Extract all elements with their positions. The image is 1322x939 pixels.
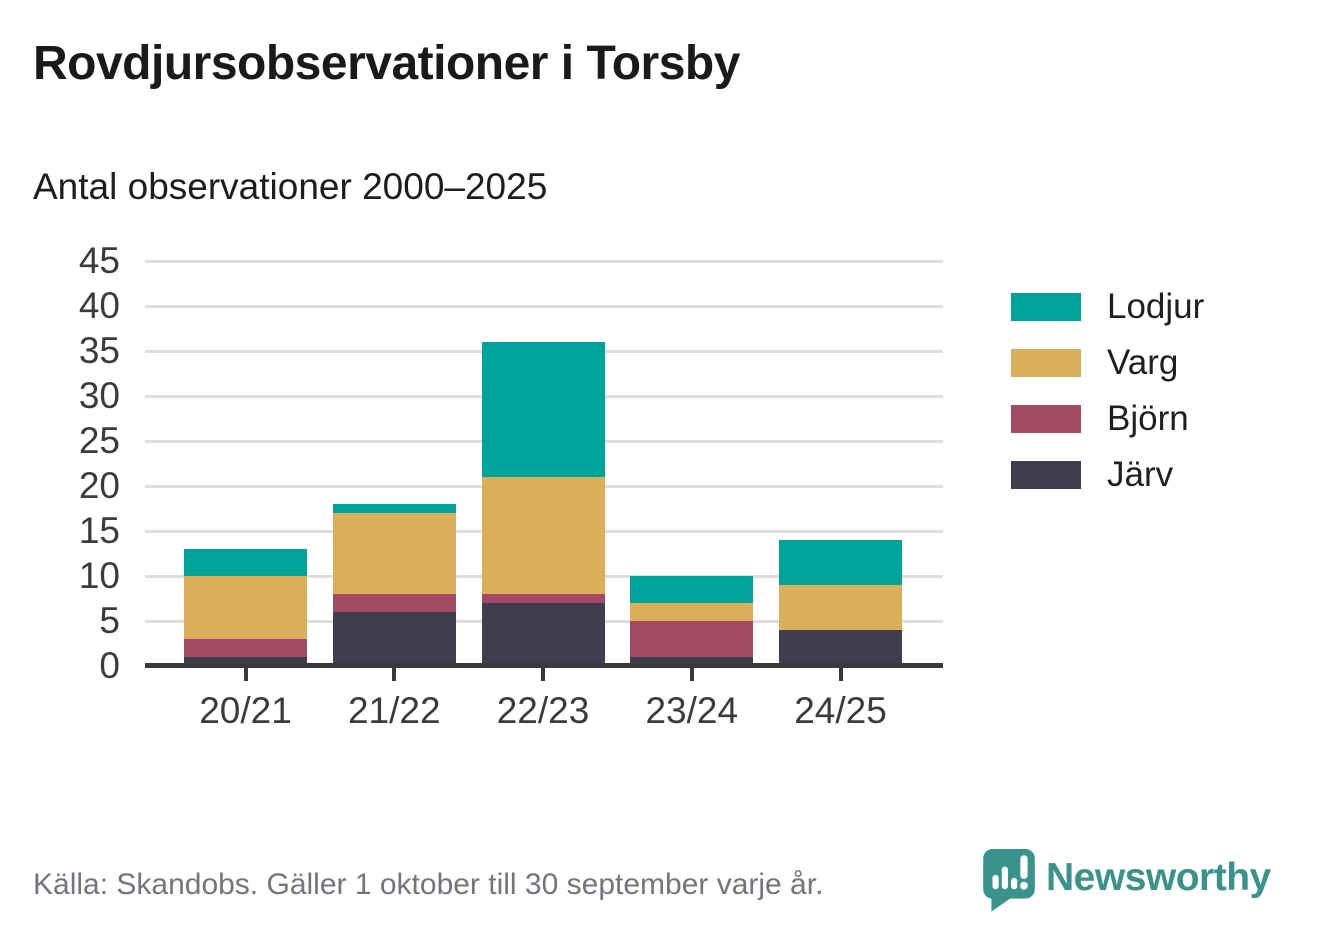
y-axis-tick-label: 30 [78, 375, 120, 416]
x-axis-line [145, 663, 943, 668]
bar-segment-Björn-20/21 [184, 639, 307, 657]
bar-segment-Björn-22/23 [481, 594, 605, 603]
legend-item-Varg: Varg [1011, 343, 1204, 382]
bar-segment-Lodjur-20/21 [184, 549, 307, 576]
x-axis-category-label: 21/22 [347, 690, 441, 731]
legend-swatch-Lodjur [1011, 293, 1081, 321]
legend-swatch-Järv [1011, 461, 1081, 489]
chart-legend: Lodjur Varg Björn Järv [1011, 287, 1205, 517]
chart-subtitle: Antal observationer 2000–2025 [33, 166, 548, 207]
y-gridline-40 [145, 305, 943, 308]
legend-label-Järv: Järv [1107, 455, 1174, 494]
bar-segment-Järv-24/25 [779, 630, 902, 666]
bar-segment-Varg-22/23 [481, 477, 605, 594]
x-axis-category-label: 20/21 [199, 690, 292, 731]
y-axis-tick-label: 0 [99, 645, 120, 686]
y-gridline-45 [145, 260, 943, 263]
bar-segment-Järv-22/23 [481, 603, 605, 666]
y-axis-tick-label: 35 [78, 330, 120, 371]
bar-segment-Lodjur-24/25 [779, 540, 902, 585]
newsworthy-branding: Newsworthy [982, 846, 1302, 916]
bar-segment-Järv-20/21 [184, 657, 307, 666]
x-axis-tick [541, 668, 545, 681]
x-axis-tick [689, 668, 694, 681]
legend-item-Björn: Björn [1011, 399, 1204, 438]
y-axis-tick-label: 10 [78, 555, 120, 596]
bar-segment-Varg-23/24 [630, 603, 754, 621]
bar-segment-Björn-21/22 [332, 594, 456, 612]
newsworthy-logo-icon [982, 848, 1036, 917]
legend-item-Järv: Järv [1011, 455, 1204, 494]
legend-label-Björn: Björn [1107, 399, 1189, 438]
x-axis-tick [243, 668, 248, 681]
newsworthy-wordmark: Newsworthy [1046, 856, 1271, 899]
x-axis-category-label: 24/25 [794, 690, 887, 731]
y-axis-tick-label: 45 [78, 240, 120, 281]
bar-segment-Björn-23/24 [630, 621, 754, 657]
bar-segment-Lodjur-22/23 [481, 342, 605, 477]
y-axis-tick-label: 25 [78, 420, 120, 461]
bar-segment-Lodjur-23/24 [630, 576, 754, 603]
legend-swatch-Björn [1011, 405, 1081, 433]
bar-segment-Lodjur-21/22 [332, 504, 456, 513]
y-axis-tick-label: 15 [78, 510, 120, 551]
source-note: Källa: Skandobs. Gäller 1 oktober till 3… [33, 868, 824, 901]
bar-segment-Järv-23/24 [630, 657, 754, 666]
legend-label-Lodjur: Lodjur [1107, 287, 1205, 326]
bar-segment-Varg-24/25 [779, 585, 902, 630]
x-axis-tick [392, 668, 397, 681]
x-axis-category-label: 23/24 [645, 690, 739, 731]
legend-swatch-Varg [1011, 349, 1081, 377]
y-axis-tick-label: 5 [99, 600, 120, 641]
page-title: Rovdjursobservationer i Torsby [33, 37, 740, 90]
y-axis-tick-label: 20 [78, 465, 120, 506]
legend-item-Lodjur: Lodjur [1011, 287, 1205, 326]
x-axis-category-label: 22/23 [496, 690, 590, 731]
bar-segment-Varg-21/22 [332, 513, 456, 594]
bar-segment-Varg-20/21 [184, 576, 307, 639]
x-axis-tick [838, 668, 843, 681]
y-axis-tick-label: 40 [78, 285, 120, 326]
legend-label-Varg: Varg [1107, 343, 1179, 382]
bar-segment-Järv-21/22 [332, 612, 456, 666]
